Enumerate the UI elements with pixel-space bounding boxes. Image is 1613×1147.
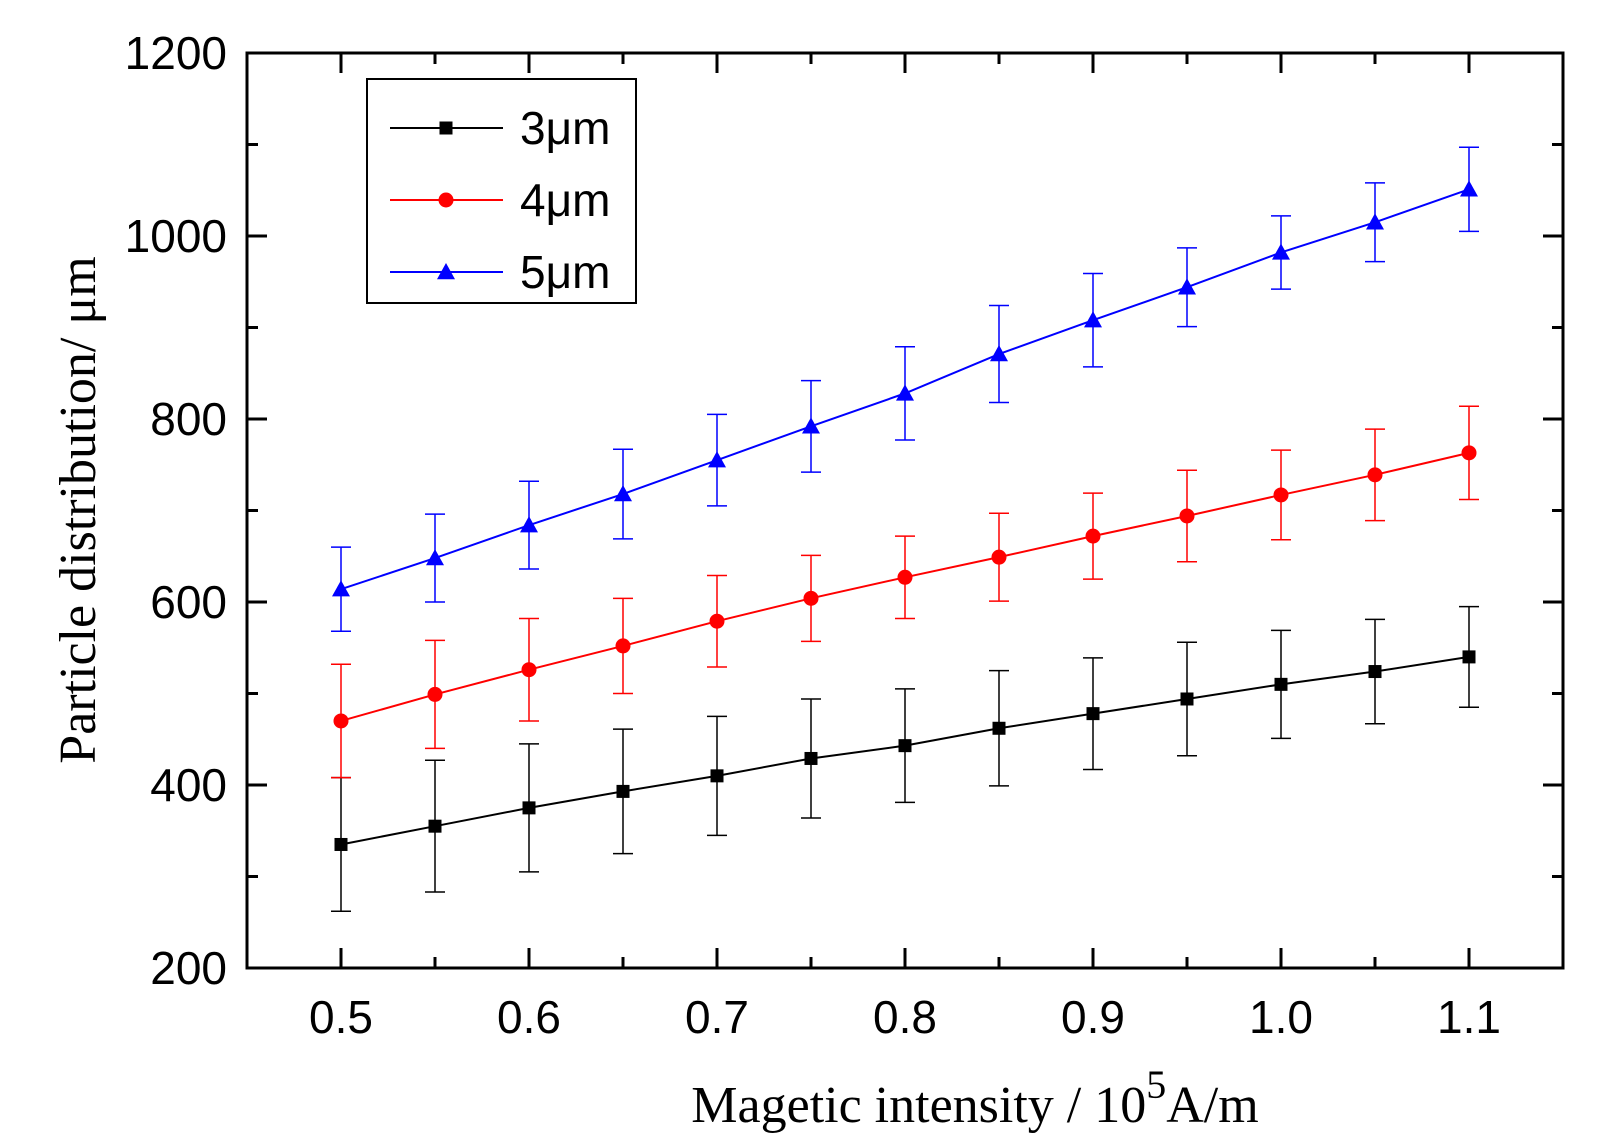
y-tick-label: 400 [150, 759, 227, 811]
data-point [1085, 528, 1101, 544]
x-tick-label: 0.7 [685, 991, 749, 1043]
x-tick-label: 1.0 [1249, 991, 1313, 1043]
legend-marker [438, 192, 454, 208]
data-point [521, 662, 537, 678]
data-point [804, 751, 818, 765]
data-point [1084, 311, 1102, 328]
series-0 [331, 605, 1479, 913]
data-point [990, 345, 1008, 362]
data-point [896, 384, 914, 401]
data-point [802, 417, 820, 434]
x-tick-label: 0.5 [309, 991, 373, 1043]
data-point [1460, 180, 1478, 197]
data-point [615, 638, 631, 654]
data-point [1273, 487, 1289, 503]
data-point [334, 837, 348, 851]
x-axis-title-prefix: Magetic intensity / 10 [691, 1077, 1146, 1134]
y-tick-label: 600 [150, 576, 227, 628]
data-point [1178, 278, 1196, 295]
data-point [708, 451, 726, 468]
data-point [427, 686, 443, 702]
plot-area [331, 146, 1479, 913]
x-axis-title: Magetic intensity / 105A/m [691, 1062, 1258, 1134]
data-point [1272, 243, 1290, 260]
legend-item-1: 4μm [390, 174, 610, 226]
data-point [1274, 677, 1288, 691]
data-point [332, 580, 350, 597]
legend-label: 4μm [520, 174, 610, 226]
x-axis-title-superscript: 5 [1146, 1062, 1166, 1107]
data-point [1086, 707, 1100, 721]
series-2 [331, 146, 1479, 633]
data-point [1461, 445, 1477, 461]
y-tick-label: 200 [150, 942, 227, 994]
legend-label: 3μm [520, 102, 610, 154]
data-point [1462, 650, 1476, 664]
y-tick-label: 1200 [125, 27, 227, 79]
legend-box [366, 78, 637, 304]
legend-item-0: 3μm [390, 102, 610, 154]
data-point [616, 784, 630, 798]
data-point [710, 769, 724, 783]
legend-marker [437, 263, 455, 280]
axes: 200 400 600 800 1000 1200 0.5 0.6 0.7 0.8 0.9 1.0 1.… [125, 27, 1565, 1043]
x-tick-label: 0.6 [497, 991, 561, 1043]
legend-item-2: 5μm [390, 246, 610, 298]
data-point [522, 801, 536, 815]
x-axis-title-suffix: A/m [1166, 1077, 1258, 1134]
data-point [1179, 508, 1195, 524]
legend-label: 5μm [520, 246, 610, 298]
data-point [803, 590, 819, 606]
data-point [1180, 692, 1194, 706]
x-tick-label: 0.9 [1061, 991, 1125, 1043]
y-axis-title: Particle distribution/ μm [50, 256, 107, 763]
data-point [709, 613, 725, 629]
y-tick-label: 1000 [125, 210, 227, 262]
data-point [897, 569, 913, 585]
data-point [1368, 665, 1382, 679]
series-1 [331, 405, 1479, 779]
y-tick-label: 800 [150, 393, 227, 445]
data-point [614, 485, 632, 502]
data-point [991, 549, 1007, 565]
data-point [1366, 213, 1384, 230]
data-point [898, 739, 912, 753]
x-tick-label: 0.8 [873, 991, 937, 1043]
legend: 3μm 4μm 5μm [366, 78, 637, 304]
data-point [1367, 467, 1383, 483]
data-point [992, 721, 1006, 735]
data-point [426, 549, 444, 566]
x-tick-label: 1.1 [1437, 991, 1501, 1043]
data-point [428, 819, 442, 833]
legend-marker [439, 121, 453, 135]
data-point [520, 516, 538, 533]
data-point [333, 713, 349, 729]
